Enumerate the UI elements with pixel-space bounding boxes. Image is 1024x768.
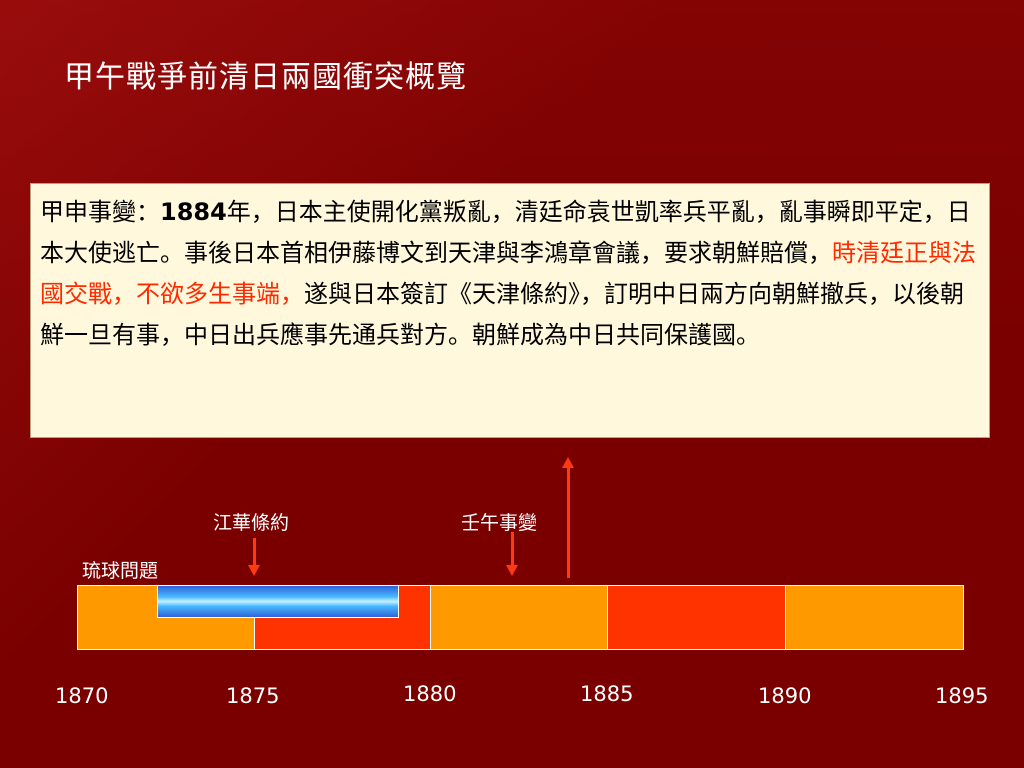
label-ganghwa-treaty: 江華條約 [213, 512, 290, 534]
imo-arrow-icon [506, 532, 518, 576]
segment-1885-1890 [608, 586, 785, 649]
text-part2: 年，日本主使開化黨叛亂，清廷命袁世凱率兵平亂，亂事瞬即平定，日本大使逃亡。事後日… [40, 198, 971, 267]
slide-title: 甲午戰爭前清日兩國衝突概覽 [64, 60, 467, 95]
description-box: 甲申事變：1884年，日本主使開化黨叛亂，清廷命袁世凱率兵平亂，亂事瞬即平定，日… [30, 183, 990, 438]
ryukyu-period-bar [157, 585, 399, 618]
tick-1880: 1880 [403, 682, 457, 706]
text-part3: 遂與日本簽訂《天津條約》，訂明中日兩方向朝鮮撤兵，以後朝鮮一旦有事，中日出兵應事… [40, 280, 964, 349]
text-year: 1884 [160, 198, 227, 226]
ganghwa-arrow-icon [248, 538, 260, 576]
text-part1: 甲申事變： [40, 198, 160, 226]
tick-1895: 1895 [935, 684, 989, 708]
tick-1885: 1885 [580, 682, 634, 706]
segment-1890-1895 [786, 586, 963, 649]
segment-1880-1885 [431, 586, 607, 649]
tick-1875: 1875 [226, 684, 280, 708]
text-highlight: 時清廷正與法國交戰，不欲多生事端， [40, 239, 976, 308]
tick-1890: 1890 [758, 684, 812, 708]
label-ryukyu-issue: 琉球問題 [82, 560, 159, 582]
tick-1870: 1870 [55, 684, 109, 708]
gapsin-arrow-icon [562, 457, 574, 578]
label-imo-incident: 壬午事變 [461, 512, 538, 534]
